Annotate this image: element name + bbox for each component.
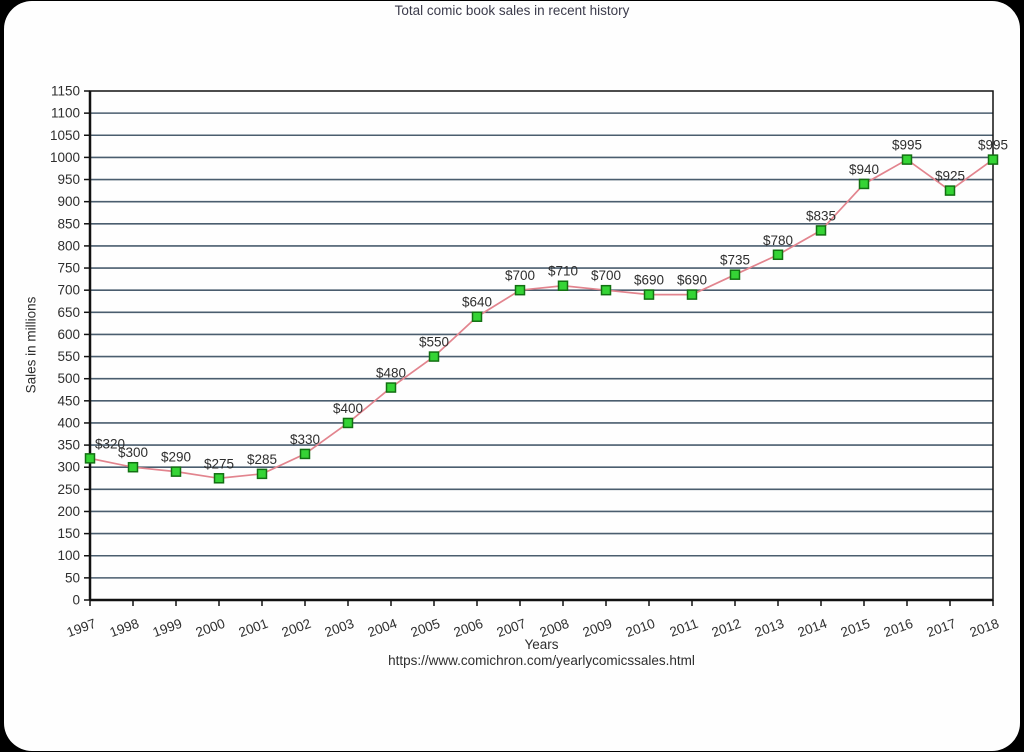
data-point-marker xyxy=(127,461,139,473)
data-point-label: $330 xyxy=(290,432,320,447)
data-point-marker xyxy=(299,448,311,460)
y-tick-label: 900 xyxy=(57,194,80,209)
data-point-label: $735 xyxy=(720,253,750,268)
data-point-marker xyxy=(643,289,655,300)
data-point-label: $995 xyxy=(892,138,922,153)
y-axis-title: Sales in millions xyxy=(23,296,39,394)
y-tick-label: 1050 xyxy=(50,128,80,143)
data-point-label: $400 xyxy=(333,401,363,416)
data-point-label: $995 xyxy=(978,138,1008,153)
data-point-label: $925 xyxy=(935,169,965,184)
y-tick-label: 800 xyxy=(57,238,80,253)
data-point-label: $300 xyxy=(118,445,148,460)
data-point-label: $710 xyxy=(548,264,578,279)
y-tick-label: 650 xyxy=(57,305,80,320)
data-point-marker xyxy=(342,417,354,429)
y-tick-label: 50 xyxy=(65,570,80,585)
data-point-label: $285 xyxy=(247,452,277,467)
data-point-label: $700 xyxy=(591,268,621,283)
y-tick-label: 850 xyxy=(57,216,80,231)
data-point-marker xyxy=(385,382,397,393)
x-axis-title: Years xyxy=(524,637,559,652)
data-point-marker xyxy=(729,269,741,280)
y-tick-label: 1150 xyxy=(51,84,80,99)
data-point-marker xyxy=(901,154,913,165)
data-point-label: $690 xyxy=(677,273,707,288)
data-point-label: $640 xyxy=(462,295,492,310)
data-point-label: $700 xyxy=(505,268,535,283)
y-tick-label: 200 xyxy=(57,504,80,519)
y-tick-label: 100 xyxy=(57,548,80,563)
y-tick-label: 350 xyxy=(57,438,80,453)
y-tick-label: 1000 xyxy=(50,150,80,165)
data-point-marker xyxy=(686,289,698,300)
y-tick-label: 0 xyxy=(72,593,80,608)
data-point-marker xyxy=(987,154,999,165)
data-point-marker xyxy=(84,453,96,464)
y-tick-label: 400 xyxy=(57,415,80,430)
source-url: https://www.comichron.com/yearlycomicssa… xyxy=(388,653,695,668)
data-point-label: $835 xyxy=(806,208,836,223)
data-point-label: $320 xyxy=(95,436,125,451)
y-tick-label: 150 xyxy=(57,526,80,541)
y-tick-label: 950 xyxy=(57,172,80,187)
y-tick-label: 550 xyxy=(57,349,80,364)
data-point-label: $940 xyxy=(849,162,879,177)
y-tick-label: 700 xyxy=(57,283,80,298)
data-point-label: $480 xyxy=(376,366,406,381)
y-tick-label: 1100 xyxy=(51,106,80,121)
data-point-marker xyxy=(428,351,440,362)
y-tick-label: 250 xyxy=(57,482,80,497)
data-line xyxy=(89,158,994,480)
y-tick-label: 500 xyxy=(57,371,80,386)
data-point-marker xyxy=(213,473,225,484)
data-point-label: $290 xyxy=(161,450,191,465)
data-point-marker xyxy=(514,284,526,296)
data-point-marker xyxy=(600,284,612,296)
data-point-marker xyxy=(858,178,870,190)
data-point-label: $550 xyxy=(419,335,449,350)
y-tick-label: 750 xyxy=(57,261,80,276)
chart-title: Total comic book sales in recent history xyxy=(394,3,630,18)
data-point-label: $690 xyxy=(634,273,664,288)
y-tick-label: 450 xyxy=(57,393,80,408)
data-point-marker xyxy=(772,249,784,261)
data-point-label: $780 xyxy=(763,233,793,248)
data-point-marker xyxy=(256,468,268,480)
y-tick-label: 300 xyxy=(57,460,80,475)
data-point-marker xyxy=(944,185,956,196)
data-point-marker xyxy=(471,311,483,322)
y-tick-label: 600 xyxy=(57,327,80,342)
data-point-marker xyxy=(815,225,827,236)
data-point-marker xyxy=(170,466,182,477)
chart-page xyxy=(4,1,1020,751)
data-point-label: $275 xyxy=(204,456,234,471)
data-point-marker xyxy=(557,280,569,291)
